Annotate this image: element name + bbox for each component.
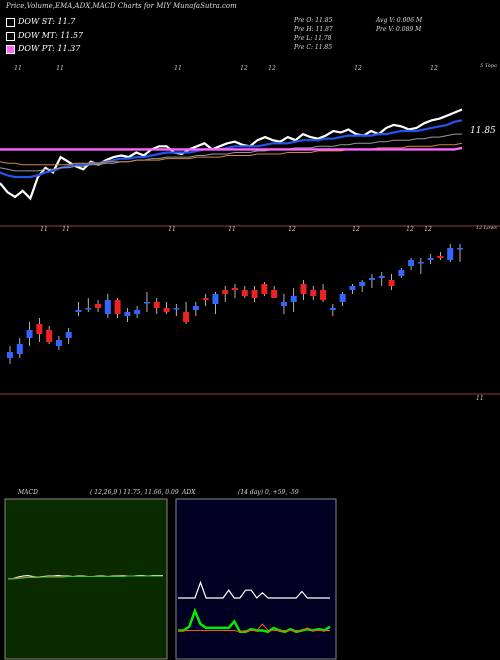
- candle-body: [447, 248, 454, 260]
- candle-date-label: 12: [406, 226, 414, 233]
- ohlc-high: Pre H: 11.87: [294, 26, 333, 33]
- candle-body: [261, 284, 268, 294]
- candle-body: [124, 312, 131, 316]
- price-date-label: 11: [56, 65, 64, 72]
- ema-series-line: [0, 119, 463, 179]
- adx-label: ADX: [182, 489, 196, 496]
- candle-body: [398, 270, 405, 276]
- adx-params: (14 day) 0, +59, -59: [238, 489, 299, 496]
- candle-date-label: 11: [228, 226, 236, 233]
- candle-body: [65, 332, 72, 338]
- price-date-label: 12: [268, 65, 276, 72]
- candle-body: [280, 302, 287, 306]
- legend-swatch-pt: [6, 44, 15, 54]
- candle-body: [417, 262, 424, 264]
- candle-body: [95, 304, 102, 308]
- legend-label-st: DOW ST: 11.7: [18, 17, 76, 26]
- ema-series-line: [0, 142, 463, 166]
- candle-date-label: 11: [62, 226, 70, 233]
- candle-body: [36, 324, 43, 334]
- candle-body: [16, 344, 23, 354]
- candle-corner-label: 12 Lows: [476, 225, 498, 231]
- candle-body: [222, 290, 229, 294]
- ohlc-prev-volume: Pre V: 0.089 M: [376, 26, 422, 33]
- candle-date-label: 11: [168, 226, 176, 233]
- candle-body: [300, 284, 307, 294]
- candle-body: [212, 294, 219, 304]
- price-date-label: 11: [14, 65, 22, 72]
- candle-body: [271, 290, 278, 298]
- candle-body: [427, 258, 434, 260]
- candle-body: [75, 310, 82, 312]
- adx-series-line: [178, 607, 331, 634]
- candle-body: [153, 302, 160, 308]
- macd-series-line: [8, 575, 163, 580]
- ema-series-line: [0, 108, 463, 201]
- legend-dow-pt: DOW PT: 11.37: [6, 44, 80, 54]
- candle-body: [241, 290, 248, 296]
- ohlc-avg-volume: Avg V: 0.006 M: [376, 17, 423, 24]
- candle-date-label: 11: [40, 226, 48, 233]
- ema-series-line: [0, 133, 462, 172]
- candle-date-label: 12: [424, 226, 432, 233]
- price-date-label: 12: [240, 65, 248, 72]
- legend-label-mt: DOW MT: 11.57: [18, 31, 84, 40]
- candle-body: [55, 340, 62, 346]
- candle-body: [202, 298, 209, 300]
- candle-body: [251, 290, 258, 298]
- candle-body: [134, 310, 141, 314]
- candle-body: [46, 330, 53, 342]
- macd-panel-bg: [4, 498, 168, 660]
- candle-bottom-label: 11: [476, 395, 484, 402]
- legend-swatch-st: [6, 17, 15, 27]
- ema-series-line: [0, 146, 463, 151]
- chart-title: Price,Volume,EMA,ADX,MACD Charts for MIY…: [6, 2, 237, 10]
- candle-body: [163, 308, 170, 312]
- candle-body: [143, 302, 150, 304]
- adx-series-line: [178, 580, 330, 599]
- last-price-label: 11.85: [470, 126, 496, 136]
- price-corner-label: 5 Topa: [480, 63, 497, 69]
- candle-body: [437, 256, 444, 258]
- candle-body: [232, 288, 238, 290]
- macd-params: ( 12,26,9 ) 11.75, 11.66, 0.09: [90, 489, 179, 496]
- candle-body: [7, 352, 13, 358]
- ohlc-low: Pre L: 11.78: [294, 35, 332, 42]
- ohlc-close: Pre C: 11.85: [294, 44, 333, 51]
- candle-date-label: 12: [288, 226, 296, 233]
- candle-body: [104, 300, 111, 314]
- candle-body: [114, 300, 121, 314]
- candle-body: [290, 296, 297, 302]
- candle-body: [329, 308, 336, 310]
- legend-label-pt: DOW PT: 11.37: [18, 44, 81, 53]
- candle-body: [173, 308, 180, 310]
- candle-body: [408, 260, 415, 266]
- candle-body: [310, 290, 317, 296]
- adx-panel-bg: [175, 498, 337, 660]
- candle-body: [378, 276, 385, 278]
- candle-body: [457, 248, 463, 250]
- candle-body: [183, 312, 190, 322]
- candle-body: [320, 290, 327, 300]
- candle-body: [26, 330, 33, 338]
- legend-dow-mt: DOW MT: 11.57: [6, 31, 83, 41]
- macd-label: MACD: [18, 489, 38, 496]
- candle-body: [359, 282, 366, 286]
- legend-swatch-mt: [6, 31, 15, 41]
- price-date-label: 12: [430, 65, 438, 72]
- candle-body: [192, 306, 199, 310]
- price-date-label: 12: [354, 65, 362, 72]
- price-date-label: 11: [174, 65, 182, 72]
- adx-series-line: [178, 623, 330, 633]
- candle-body: [368, 278, 375, 280]
- candle-body: [349, 286, 356, 290]
- candle-body: [388, 280, 395, 286]
- candle-body: [339, 294, 346, 302]
- ohlc-open: Pre O: 11.85: [294, 17, 333, 24]
- candle-body: [85, 308, 92, 310]
- candle-date-label: 12: [352, 226, 360, 233]
- legend-dow-st: DOW ST: 11.7: [6, 17, 75, 27]
